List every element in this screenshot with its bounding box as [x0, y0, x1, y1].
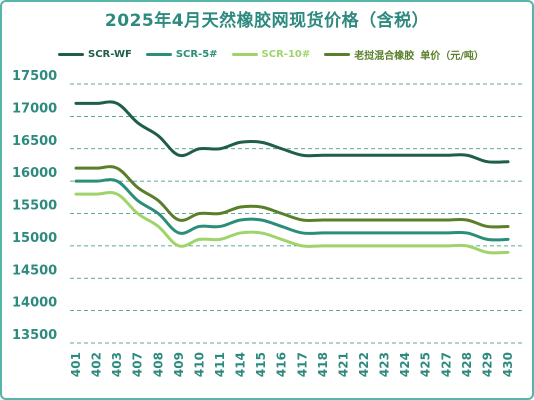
- chart-title: 2025年4月天然橡胶网现货价格（含税）: [104, 11, 430, 31]
- x-tick-label: 421: [336, 352, 350, 377]
- x-tick-label: 401: [69, 352, 83, 377]
- series-line-1: [74, 178, 510, 242]
- legend-item-scr-wf: SCR-WF: [58, 49, 132, 60]
- y-tick-label: 16500: [12, 134, 57, 149]
- x-tick-label: 417: [295, 352, 309, 377]
- x-tick-label: 424: [398, 352, 412, 377]
- x-tick-label: 415: [254, 352, 268, 377]
- y-tick-label: 13500: [12, 328, 57, 343]
- y-tick-label: 15500: [12, 199, 57, 214]
- y-tick-label: 14500: [12, 263, 57, 278]
- legend-label: SCR-10#: [261, 48, 311, 60]
- x-tick-label: 428: [460, 352, 474, 377]
- legend-item-scr-5: SCR-5#: [145, 48, 218, 60]
- legend: SCR-WF SCR-5# SCR-10# 老挝混合橡胶 单价（元/吨）: [58, 46, 498, 62]
- legend-item-laos-mixed: 老挝混合橡胶 单价（元/吨）: [324, 47, 484, 62]
- legend-label: 老挝混合橡胶: [354, 50, 415, 62]
- x-tick-label: 418: [316, 352, 330, 377]
- x-tick-label: 429: [480, 352, 494, 377]
- legend-swatch: [58, 52, 84, 56]
- legend-label: SCR-5#: [175, 48, 218, 60]
- series-line-0: [74, 100, 510, 164]
- x-tick-label: 407: [131, 352, 145, 377]
- x-tick-label: 416: [275, 352, 289, 377]
- x-tick-label: 408: [151, 352, 165, 377]
- x-tick-label: 409: [172, 352, 186, 377]
- y-tick-label: 14000: [12, 296, 57, 311]
- series-line-2: [74, 191, 510, 255]
- x-tick-label: 425: [419, 352, 433, 377]
- y-tick-label: 17000: [12, 101, 57, 116]
- legend-swatch: [231, 52, 258, 56]
- y-tick-label: 17500: [12, 69, 57, 84]
- unit-label: 单价（元/吨）: [420, 50, 484, 62]
- y-tick-label: 16000: [12, 166, 57, 181]
- legend-swatch: [145, 52, 172, 56]
- y-tick-label: 15000: [12, 231, 57, 246]
- series-line-3: [74, 165, 510, 229]
- legend-label: SCR-WF: [88, 48, 132, 60]
- x-tick-label: 403: [110, 352, 124, 377]
- x-tick-label: 410: [192, 352, 206, 377]
- x-tick-label: 423: [378, 352, 392, 377]
- x-tick-label: 422: [357, 352, 371, 377]
- legend-item-scr-10: SCR-10#: [231, 48, 311, 60]
- x-tick-label: 414: [234, 352, 248, 377]
- x-tick-label: 430: [501, 352, 515, 377]
- legend-swatch: [324, 52, 351, 56]
- x-tick-label: 402: [90, 352, 104, 377]
- x-tick-label: 427: [439, 352, 453, 377]
- x-tick-label: 411: [213, 352, 227, 377]
